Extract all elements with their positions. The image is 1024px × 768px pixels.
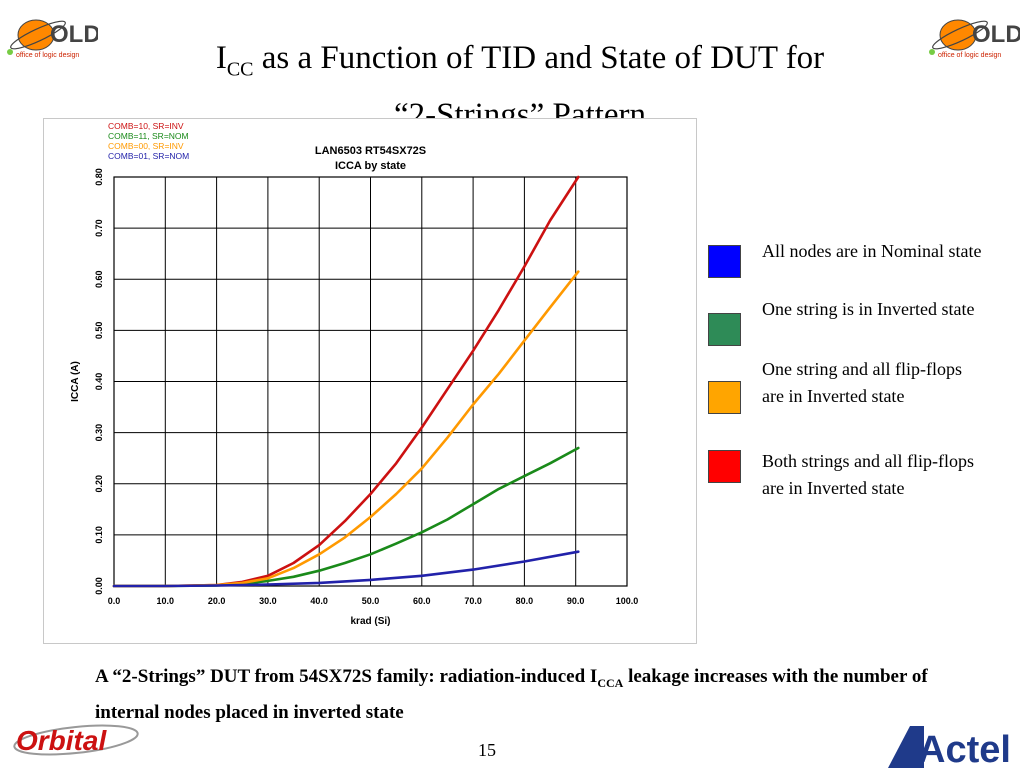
y-tick-label: 0.50: [94, 322, 104, 340]
y-tick-label: 0.70: [94, 219, 104, 237]
chart-legend-entry: COMB=11, SR=NOM: [108, 131, 189, 141]
slide-title-line1: ICC as a Function of TID and State of DU…: [120, 36, 920, 93]
x-axis-label: krad (Si): [350, 616, 390, 627]
x-tick-label: 50.0: [362, 596, 380, 606]
x-tick-label: 10.0: [157, 596, 175, 606]
x-tick-label: 0.0: [108, 596, 121, 606]
svg-text:office of logic design: office of logic design: [938, 52, 1001, 59]
slide-caption: A “2-Strings” DUT from 54SX72S family: r…: [95, 662, 955, 727]
legend-text-nominal: All nodes are in Nominal state: [762, 241, 982, 261]
y-tick-label: 0.20: [94, 475, 104, 493]
chart-panel: 0.0 10.0 20.0 30.0 40.0 50.0 60.0 70.0 80.0 90.0 1…: [43, 118, 697, 644]
legend-text-one-string-ff: One string and all flip-flops are in Inv…: [762, 359, 962, 406]
y-tick-label: 0.80: [94, 168, 104, 186]
y-tick-label: 0.00: [94, 577, 104, 595]
chart-subtitle: ICCA by state: [335, 160, 406, 172]
legend-text-both-strings: Both strings and all flip-flops are in I…: [762, 451, 974, 498]
old-logo-left: OLD office of logic design: [7, 19, 98, 59]
x-tick-label: 20.0: [208, 596, 226, 606]
svg-text:Actel: Actel: [918, 729, 1011, 768]
legend-swatch-green: [708, 313, 741, 346]
y-tick-label: 0.30: [94, 424, 104, 442]
title-rest: as a Function of TID and State of DUT fo…: [253, 40, 825, 76]
svg-text:Orbital: Orbital: [16, 725, 107, 756]
svg-text:OLD: OLD: [972, 21, 1020, 48]
old-logo-right: OLD office of logic design: [929, 19, 1020, 59]
actel-logo: Actel: [888, 726, 1011, 768]
x-tick-label: 90.0: [567, 596, 585, 606]
title-subscript: CC: [226, 58, 254, 81]
caption-part2: leakage increases with the number of int…: [95, 666, 928, 723]
y-tick-label: 0.10: [94, 526, 104, 544]
orbital-logo: Orbital: [13, 724, 139, 756]
page-number: 15: [478, 740, 496, 760]
legend-swatch-red: [708, 450, 741, 483]
x-tick-label: 70.0: [464, 596, 482, 606]
legend-text-one-string: One string is in Inverted state: [762, 299, 975, 319]
chart-legend-entry: COMB=10, SR=INV: [108, 121, 184, 131]
x-tick-label: 60.0: [413, 596, 431, 606]
x-tick-label: 80.0: [516, 596, 534, 606]
chart-title: LAN6503 RT54SX72S: [315, 145, 426, 157]
caption-subscript: CCA: [597, 675, 624, 690]
chart-legend-entry: COMB=00, SR=INV: [108, 141, 184, 151]
series-line: [112, 550, 580, 588]
y-tick-label: 0.60: [94, 270, 104, 288]
legend-swatch-orange: [708, 381, 741, 414]
y-tick-label: 0.40: [94, 373, 104, 391]
x-tick-label: 40.0: [310, 596, 328, 606]
svg-text:OLD: OLD: [50, 21, 98, 48]
title-i: I: [215, 40, 227, 76]
svg-text:office of logic design: office of logic design: [16, 52, 79, 59]
chart-legend-entry: COMB=01, SR=NOM: [108, 151, 189, 161]
y-axis-label: ICCA (A): [70, 361, 81, 402]
x-tick-label: 30.0: [259, 596, 277, 606]
x-tick-label: 100.0: [616, 596, 639, 606]
series-line: [112, 270, 580, 588]
legend-swatch-blue: [708, 245, 741, 278]
icca-chart: 0.0 10.0 20.0 30.0 40.0 50.0 60.0 70.0 80.0 90.0 1…: [70, 121, 639, 627]
caption-part1: A “2-Strings” DUT from 54SX72S family: r…: [95, 666, 598, 687]
